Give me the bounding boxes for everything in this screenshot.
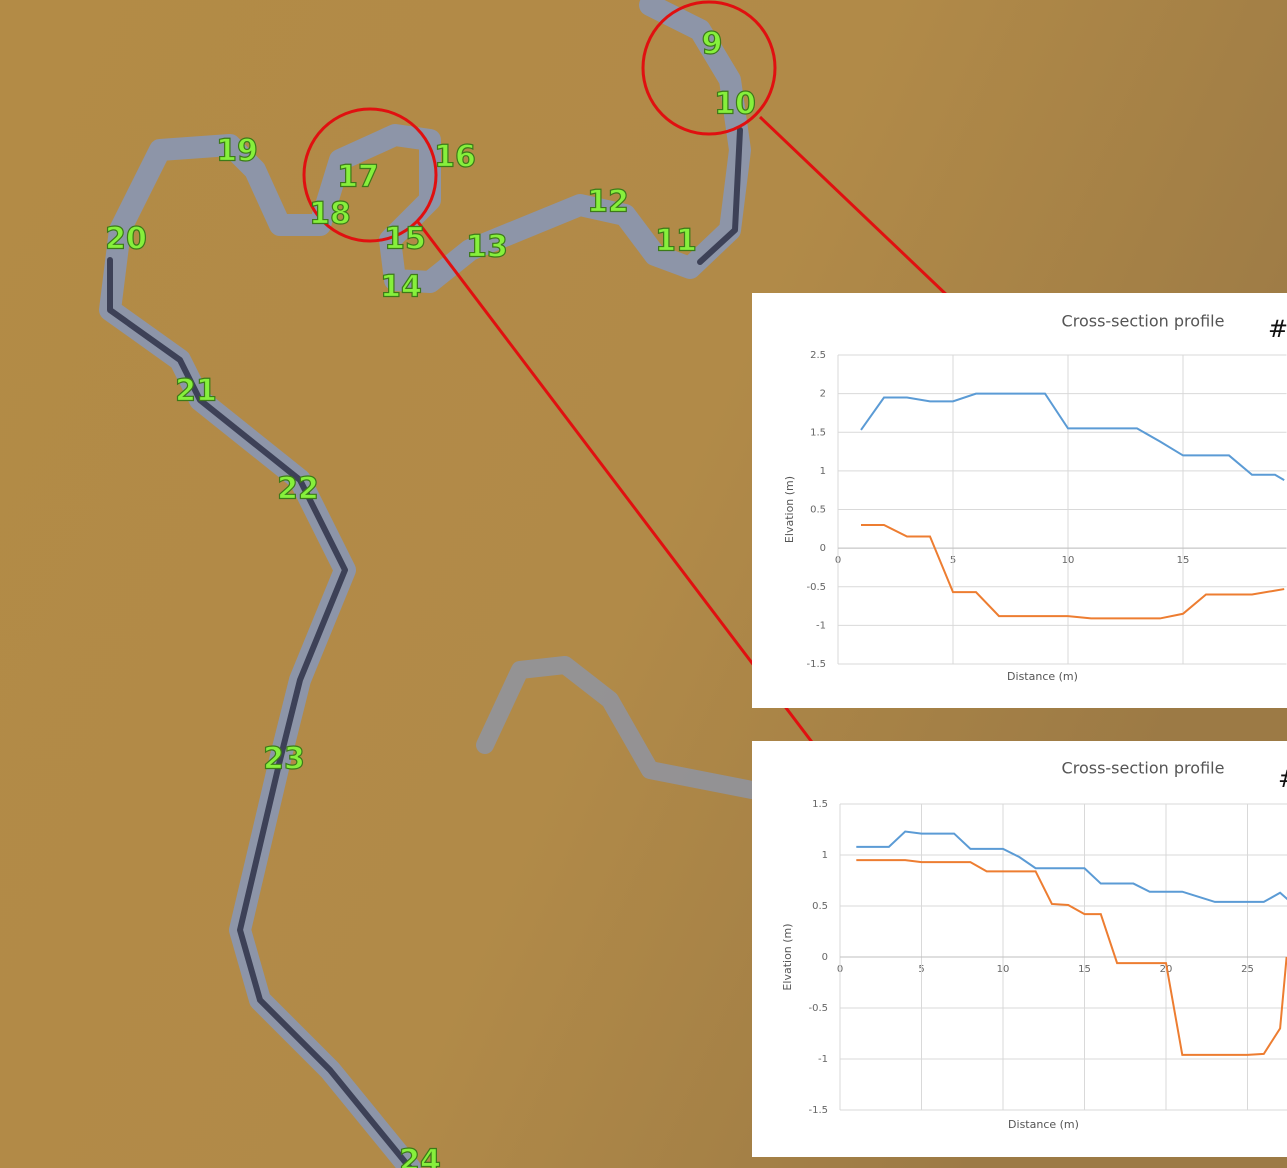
y-tick-label: 0.5: [812, 901, 828, 912]
chart-title: Cross-section profile: [1062, 759, 1225, 778]
chart-title: Cross-section profile: [1062, 312, 1225, 331]
y-tick-label: -1: [816, 620, 826, 631]
y-axis-label: Elvation (m): [781, 923, 794, 990]
y-tick-label: 0: [820, 543, 826, 554]
y-tick-label: 1: [822, 850, 828, 861]
station-label: 9: [702, 27, 723, 62]
map-view: 9101112131415161718192021222324Cross-sec…: [0, 0, 1287, 1168]
station-label: 21: [175, 374, 217, 409]
station-label: 20: [105, 222, 147, 257]
y-axis-label: Elvation (m): [783, 476, 796, 543]
station-label: 23: [263, 742, 305, 777]
station-label: 11: [655, 224, 697, 259]
y-tick-label: 2.5: [810, 350, 826, 361]
y-tick-label: 1.5: [812, 799, 828, 810]
station-label: 14: [380, 270, 422, 305]
chart-tag: #: [1278, 765, 1287, 793]
station-label: 22: [277, 472, 319, 507]
station-label: 24: [399, 1144, 441, 1168]
station-label: 16: [434, 140, 476, 175]
chart-tag: #: [1268, 315, 1287, 343]
station-label: 10: [714, 87, 756, 122]
y-tick-label: -1: [818, 1054, 828, 1065]
y-tick-label: 2: [820, 389, 826, 400]
y-tick-label: 1.5: [810, 427, 826, 438]
x-axis-label: Distance (m): [1008, 1118, 1079, 1131]
station-label: 12: [587, 185, 629, 220]
station-label: 13: [466, 230, 508, 265]
station-label: 17: [337, 160, 379, 195]
station-label: 18: [309, 197, 351, 232]
y-tick-label: -0.5: [808, 1003, 828, 1014]
station-label: 15: [384, 222, 426, 257]
y-tick-label: -1.5: [806, 659, 826, 670]
x-axis-label: Distance (m): [1007, 670, 1078, 683]
y-tick-label: 0: [822, 952, 828, 963]
page: 9101112131415161718192021222324Cross-sec…: [0, 0, 1287, 1168]
y-tick-label: -0.5: [806, 582, 826, 593]
y-tick-label: 0.5: [810, 505, 826, 516]
station-label: 19: [216, 134, 258, 169]
chart-panel: [752, 741, 1287, 1157]
y-tick-label: -1.5: [808, 1105, 828, 1116]
y-tick-label: 1: [820, 466, 826, 477]
